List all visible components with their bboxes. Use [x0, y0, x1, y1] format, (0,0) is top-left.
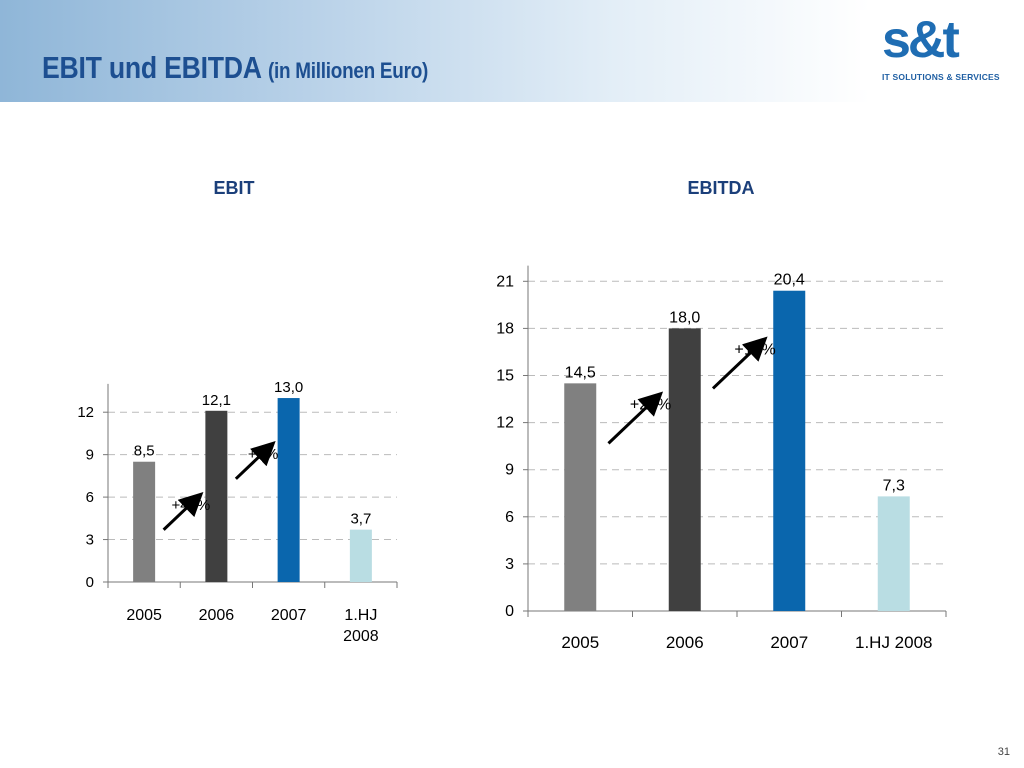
data-label: 7,3 [883, 477, 905, 494]
data-label: 20,4 [774, 272, 805, 289]
data-label: 18,0 [669, 309, 700, 326]
bar-2007 [277, 398, 300, 582]
page-number: 31 [997, 746, 1010, 758]
y-tick-label: 9 [86, 447, 94, 464]
growth-label: +42% [171, 497, 210, 514]
growth-label: +7% [248, 446, 278, 463]
y-tick-label: 3 [86, 532, 94, 549]
ebitda-chart: 0 3 6 9 12 15 18 21 14,5 2005 18,0 2006 20,4 2007 7,3 1… [496, 265, 947, 652]
y-tick-label: 9 [505, 462, 514, 479]
data-label: 12,1 [202, 392, 231, 409]
data-label: 8,5 [134, 443, 155, 460]
growth-arrow [234, 441, 276, 480]
x-tick-label: 1.HJ 2008 [343, 607, 379, 645]
y-tick-label: 18 [496, 320, 514, 337]
ebit-chart: 0 3 6 9 12 8,5 2005 12,1 2006 13,0 2007 3,7 1.HJ 2008… [77, 379, 398, 645]
bar-1-hj-2008 [877, 496, 910, 611]
y-tick-label: 0 [86, 574, 94, 591]
page-title-main: EBIT und EBITDA [42, 50, 261, 85]
page-title-sub: (in Millionen Euro) [267, 58, 429, 83]
x-tick-label: 2006 [199, 607, 235, 624]
company-logo: s&t IT SOLUTIONS & SERVICES [860, 10, 1010, 90]
y-tick-label: 0 [505, 603, 514, 620]
bar-2007 [773, 290, 806, 611]
data-label: 14,5 [565, 364, 596, 381]
x-tick-label: 2005 [126, 607, 162, 624]
bar-2006 [668, 328, 701, 611]
growth-arrow [607, 391, 664, 445]
data-label: 3,7 [350, 511, 371, 528]
growth-label: +24% [630, 397, 671, 414]
data-label: 13,0 [274, 379, 303, 396]
x-tick-label: 2007 [271, 607, 307, 624]
logo-tagline: IT SOLUTIONS & SERVICES [882, 72, 1000, 82]
growth-arrow [711, 336, 768, 390]
growth-label: +13% [734, 342, 775, 359]
bar-2005 [133, 461, 156, 582]
x-tick-label: 2005 [561, 633, 599, 652]
bar-2006 [205, 410, 228, 582]
y-tick-label: 15 [496, 368, 514, 385]
x-tick-label: 2007 [770, 633, 808, 652]
ebitda-chart-title: EBITDA [687, 178, 755, 198]
x-tick-label: 1.HJ 2008 [855, 633, 933, 652]
y-tick-label: 3 [505, 556, 514, 573]
logo-mark: s&t [882, 11, 960, 69]
ebit-chart-title: EBIT [213, 178, 255, 198]
y-tick-label: 21 [496, 273, 514, 290]
x-tick-label: 2006 [666, 633, 704, 652]
bar-1-hj-2008 [349, 529, 372, 582]
y-tick-label: 6 [505, 509, 514, 526]
bar-2005 [564, 383, 597, 611]
header-band [0, 0, 1024, 102]
y-tick-label: 12 [77, 404, 94, 421]
y-tick-label: 6 [86, 489, 94, 506]
growth-arrow [162, 491, 204, 531]
y-tick-label: 12 [496, 415, 514, 432]
page-title: EBIT und EBITDA (in Millionen Euro) [42, 50, 428, 86]
